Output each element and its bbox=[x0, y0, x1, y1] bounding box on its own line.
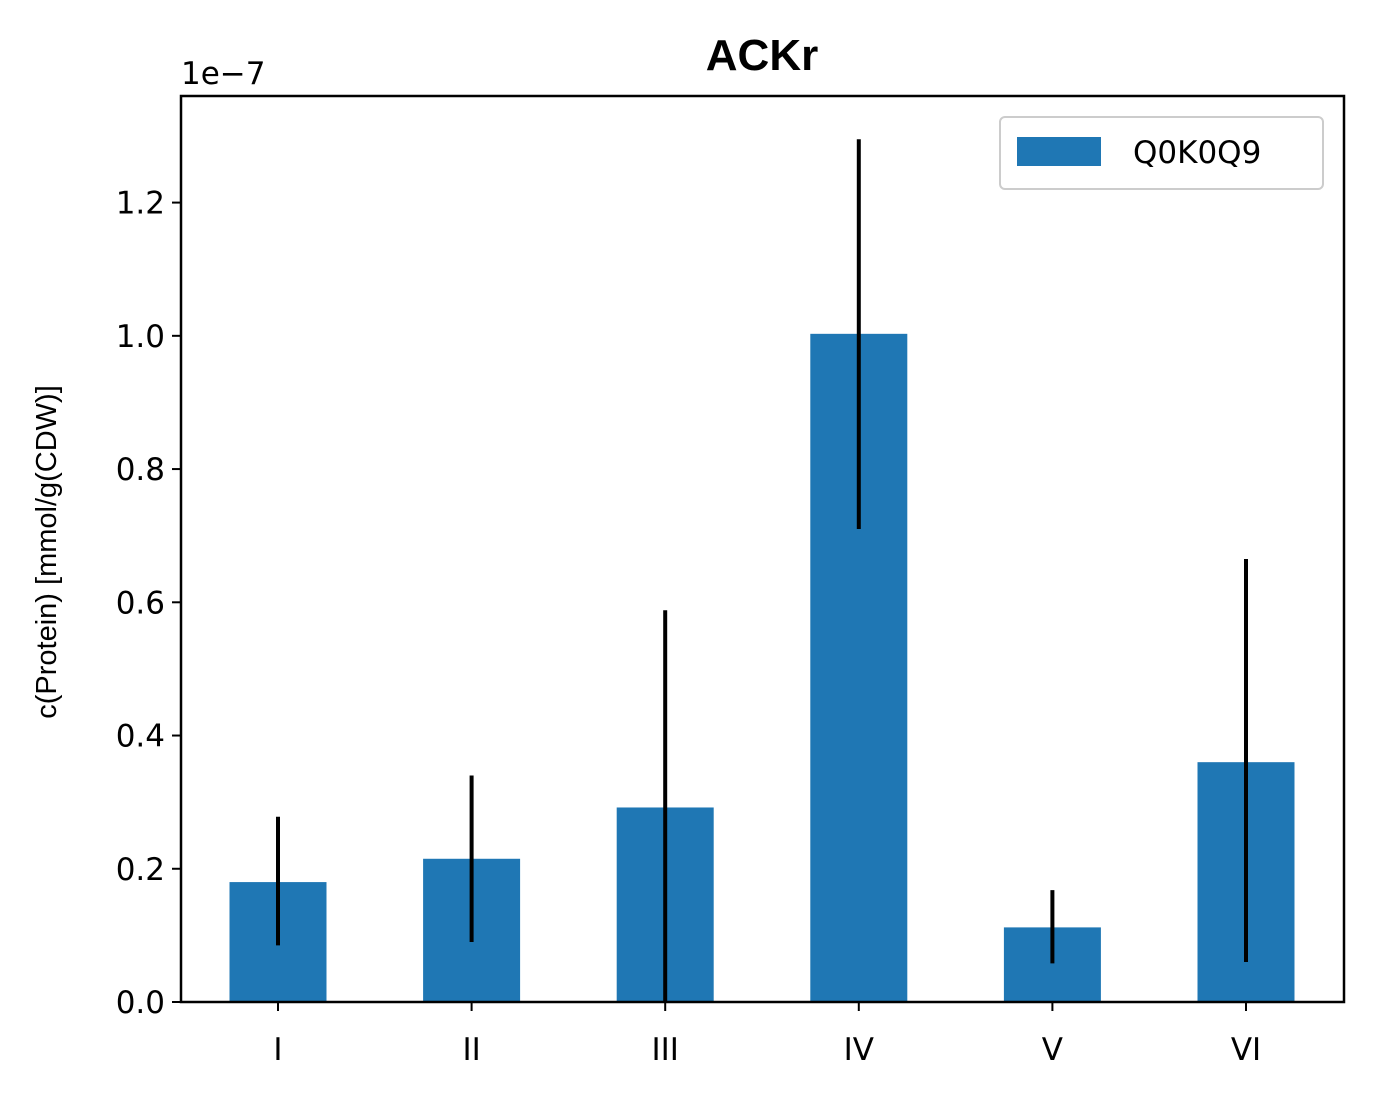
x-tick-label: II bbox=[462, 1032, 480, 1068]
y-tick-label: 0.8 bbox=[116, 452, 165, 488]
legend-swatch bbox=[1017, 137, 1101, 166]
y-tick-label: 0.6 bbox=[116, 585, 165, 621]
legend-label: Q0K0Q9 bbox=[1133, 135, 1261, 171]
bars-layer bbox=[229, 333, 1295, 1002]
y-tick-label: 0.2 bbox=[116, 852, 165, 888]
x-tick-label: III bbox=[651, 1032, 678, 1068]
y-axis-label: c(Protein) [mmol/g(CDW)] bbox=[31, 385, 63, 719]
y-tick-label: 1.2 bbox=[116, 186, 165, 222]
legend-box bbox=[999, 116, 1324, 190]
x-tick-label: IV bbox=[844, 1032, 874, 1068]
y-axis: 0.0 0.2 0.4 0.6 0.8 1.0 1.2 bbox=[116, 186, 181, 1021]
y-tick-label: 0.4 bbox=[116, 719, 165, 755]
x-tick-label: VI bbox=[1231, 1032, 1261, 1068]
y-tick-label: 0.0 bbox=[116, 985, 165, 1021]
plot-area-frame bbox=[179, 94, 1346, 1004]
x-tick-label: V bbox=[1042, 1032, 1063, 1068]
chart-title: ACKr bbox=[706, 31, 818, 80]
x-tick-label: I bbox=[273, 1032, 282, 1068]
legend: Q0K0Q9 bbox=[999, 116, 1324, 190]
x-axis: I II III IV V VI bbox=[273, 1002, 1261, 1068]
error-bars-layer bbox=[276, 139, 1248, 1002]
y-tick-label: 1.0 bbox=[116, 319, 165, 355]
axis-offset-label: 1e−7 bbox=[181, 56, 266, 92]
